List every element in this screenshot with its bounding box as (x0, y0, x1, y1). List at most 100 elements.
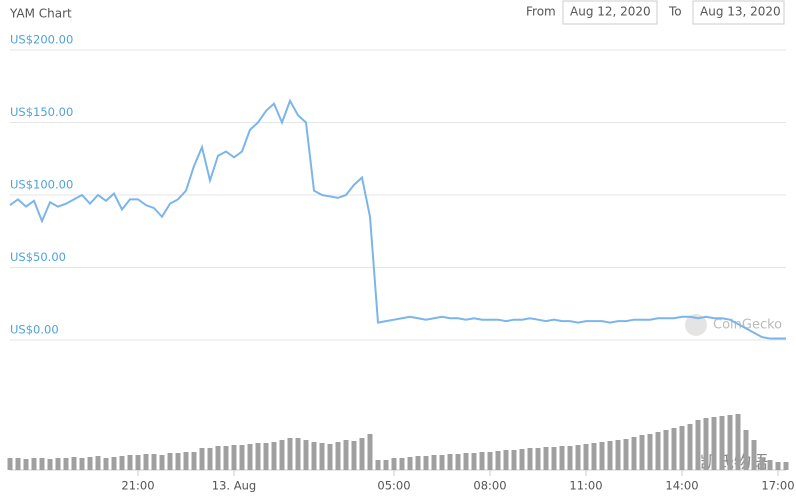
volume-bar (119, 456, 125, 470)
chart-title: YAM Chart (9, 7, 72, 21)
volume-bar (55, 458, 61, 470)
volume-bar (727, 415, 733, 470)
x-tick-label: 17:00 (761, 479, 794, 493)
y-tick-label: US$200.00 (10, 33, 73, 47)
y-tick-label: US$50.00 (10, 250, 66, 264)
volume-bar (175, 453, 181, 470)
volume-bar (679, 426, 685, 470)
volume-bar (319, 443, 325, 470)
volume-bar (231, 445, 237, 470)
x-tick-label: 21:00 (121, 479, 154, 493)
volume-bar (439, 455, 445, 470)
volume-bar (551, 447, 557, 470)
volume-bar (463, 453, 469, 470)
volume-bar (631, 437, 637, 470)
volume-bar (719, 416, 725, 470)
volume-bar (543, 447, 549, 470)
volume-bar (215, 446, 221, 470)
from-label: From (526, 5, 556, 19)
from-value[interactable]: Aug 12, 2020 (570, 5, 651, 19)
volume-bar (31, 458, 37, 470)
volume-bar (503, 450, 509, 470)
volume-bar (423, 456, 429, 470)
volume-bar (415, 456, 421, 470)
volume-bar (151, 454, 157, 470)
volume-bar (751, 440, 757, 470)
x-tick-label: 05:00 (377, 479, 410, 493)
watermark: CoinGecko (713, 318, 782, 333)
volume-bar (375, 460, 381, 470)
volume-bar (271, 442, 277, 470)
volume-bar (15, 458, 21, 470)
volume-bar (343, 440, 349, 470)
volume-bar (647, 434, 653, 470)
volume-bar (263, 443, 269, 470)
volume-bar (279, 440, 285, 470)
volume-bar (335, 442, 341, 470)
volume-bar (247, 444, 253, 470)
volume-bar (391, 458, 397, 470)
volume-bar (479, 452, 485, 470)
volume-bar (519, 449, 525, 470)
to-value[interactable]: Aug 13, 2020 (700, 5, 781, 19)
volume-bar (527, 448, 533, 470)
volume-bar (591, 443, 597, 470)
x-tick-label: 11:00 (569, 479, 602, 493)
volume-bar (71, 457, 77, 470)
volume-bar (103, 458, 109, 470)
volume-bar (95, 456, 101, 470)
watermark: 凯氏物语 (700, 453, 768, 473)
volume-bar (207, 448, 213, 470)
volume-bar (639, 435, 645, 470)
volume-bar (327, 444, 333, 470)
volume-bar (671, 428, 677, 470)
volume-bar (759, 458, 765, 470)
volume-bar (47, 459, 53, 470)
volume-bar (255, 443, 261, 470)
volume-bar (183, 452, 189, 470)
to-input[interactable] (692, 0, 785, 25)
volume-bar (711, 417, 717, 470)
volume-bar (39, 458, 45, 470)
volume-bar (287, 438, 293, 470)
volume-bar (23, 459, 29, 470)
price-line (9, 98, 786, 340)
volume-bar (623, 439, 629, 470)
volume-bar (87, 457, 93, 470)
volume-bar (79, 458, 85, 470)
volume-bar (351, 441, 357, 470)
volume-bar (199, 448, 205, 470)
volume-bar (743, 430, 749, 470)
logo (685, 314, 707, 336)
volume-bar (735, 414, 741, 470)
volume-bar (567, 446, 573, 470)
volume-bar (695, 420, 701, 470)
volume-bar (487, 452, 493, 470)
volume-bar (775, 462, 781, 470)
volume-bar (663, 430, 669, 470)
volume-bar (783, 462, 789, 470)
volume-bar (127, 455, 133, 470)
volume-bar (223, 446, 229, 470)
volume-bar (447, 454, 453, 470)
volume-bar (191, 452, 197, 470)
volume-bar (607, 441, 613, 470)
volume-bar (407, 457, 413, 470)
volume-bar (383, 460, 389, 470)
y-tick-label: US$150.00 (10, 105, 73, 119)
volume-bar (583, 444, 589, 470)
volume-bar (359, 438, 365, 470)
volume-bar (615, 440, 621, 470)
volume-bar (431, 455, 437, 470)
volume-bar (159, 455, 165, 470)
volume-bar (471, 453, 477, 470)
volume-bar (303, 440, 309, 470)
from-input[interactable] (562, 0, 658, 25)
x-tick-label: 14:00 (665, 479, 698, 493)
volume-bar (687, 424, 693, 470)
y-tick-label: US$0.00 (10, 323, 59, 337)
volume-bar (143, 454, 149, 470)
volume-bar (111, 457, 117, 470)
